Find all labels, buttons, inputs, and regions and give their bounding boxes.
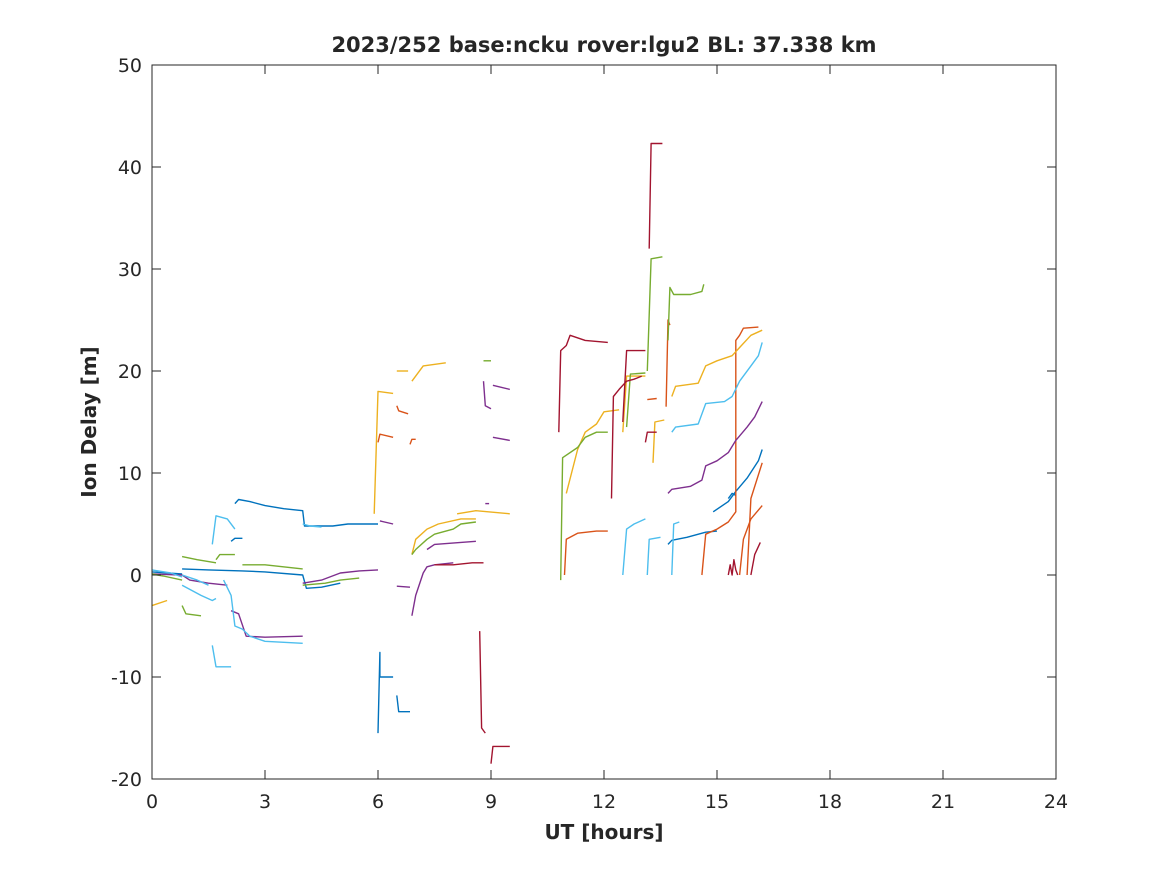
series-segment xyxy=(671,329,763,397)
ticks-layer: 0 3 6 9 12 15 18 21 24 -20 -10 0 10 20 30 40 50 xyxy=(111,55,1068,813)
y-tick-label: 0 xyxy=(130,565,142,587)
series-segment xyxy=(242,564,303,570)
series-segment xyxy=(411,521,476,556)
series-segment xyxy=(667,284,705,341)
series-segment xyxy=(490,745,510,764)
series-segment xyxy=(738,505,763,576)
y-axis-label: Ion Delay [m] xyxy=(77,346,101,497)
series-line xyxy=(377,319,763,576)
series-segment xyxy=(234,498,378,527)
series-line xyxy=(151,256,705,617)
series-segment xyxy=(409,438,416,445)
series-segment xyxy=(222,579,303,644)
series-segment xyxy=(727,559,739,576)
series-segment xyxy=(671,521,680,576)
x-tick-label: 21 xyxy=(931,791,955,813)
series-segment xyxy=(625,372,646,428)
series-segment xyxy=(230,610,303,638)
series-segment xyxy=(647,397,657,401)
series-segment xyxy=(652,419,665,463)
series-segment xyxy=(411,362,446,382)
series-segment xyxy=(373,390,394,514)
series-segment xyxy=(492,384,510,391)
series-segment xyxy=(181,574,209,586)
series-segment xyxy=(622,518,646,576)
series-segment xyxy=(565,409,620,494)
series-segment xyxy=(560,431,608,581)
series-segment xyxy=(211,515,236,545)
series-segment xyxy=(558,334,608,433)
x-tick-label: 15 xyxy=(705,791,729,813)
x-tick-label: 24 xyxy=(1044,791,1068,813)
series-segment xyxy=(701,326,759,576)
series-segment xyxy=(302,577,360,586)
series-segment xyxy=(181,584,217,602)
y-tick-label: -10 xyxy=(111,667,142,689)
series-segment xyxy=(479,631,486,734)
series-segment xyxy=(746,462,763,576)
x-tick-label: 9 xyxy=(485,791,497,813)
x-tick-label: 12 xyxy=(592,791,616,813)
y-tick-label: -20 xyxy=(111,769,142,791)
series-segment xyxy=(482,381,492,410)
series-segment xyxy=(667,401,763,494)
series-segment xyxy=(411,518,476,555)
plot-area xyxy=(152,65,1056,779)
series-segment xyxy=(151,573,228,586)
series-segment xyxy=(151,569,183,578)
series-segment xyxy=(396,585,411,588)
series-segment xyxy=(456,510,510,515)
series-line xyxy=(151,329,763,607)
series-segment xyxy=(211,645,232,668)
series-segment xyxy=(379,520,394,525)
x-axis-label: UT [hours] xyxy=(544,820,663,844)
series-segment xyxy=(181,555,217,564)
y-tick-label: 20 xyxy=(118,361,142,383)
series-segment xyxy=(377,651,394,734)
series-line xyxy=(434,142,761,764)
series-segment xyxy=(302,569,379,584)
y-tick-label: 40 xyxy=(118,157,142,179)
series-line xyxy=(151,381,763,638)
series-segment xyxy=(181,605,202,617)
series-segment xyxy=(215,553,235,561)
series-segment xyxy=(377,433,394,443)
series-segment xyxy=(396,405,409,415)
series-line xyxy=(151,342,763,668)
series-segment xyxy=(712,449,763,513)
series-segment xyxy=(610,375,642,499)
series-segment xyxy=(563,530,608,576)
series-layer xyxy=(151,142,763,764)
x-tick-label: 18 xyxy=(818,791,842,813)
series-segment xyxy=(622,349,646,423)
x-tick-label: 3 xyxy=(259,791,271,813)
plot-frame xyxy=(151,64,1057,780)
series-segment xyxy=(750,542,761,576)
series-segment xyxy=(230,537,243,542)
series-segment xyxy=(426,540,476,551)
series-segment xyxy=(644,431,657,443)
x-tick-label: 0 xyxy=(146,791,158,813)
series-segment xyxy=(646,536,661,576)
x-tick-label: 6 xyxy=(372,791,384,813)
y-tick-label: 30 xyxy=(118,259,142,281)
series-segment xyxy=(622,375,646,433)
series-segment xyxy=(396,695,410,713)
series-segment xyxy=(151,599,168,607)
series-segment xyxy=(646,256,663,372)
series-segment xyxy=(727,492,737,499)
chart-title: 2023/252 base:ncku rover:lgu2 BL: 37.338… xyxy=(331,33,876,57)
series-segment xyxy=(434,562,484,566)
series-segment xyxy=(671,342,763,433)
series-segment xyxy=(648,142,663,249)
series-segment xyxy=(182,568,341,589)
series-segment xyxy=(492,436,510,442)
y-tick-label: 10 xyxy=(118,463,142,485)
y-tick-label: 50 xyxy=(118,55,142,77)
series-segment xyxy=(302,523,322,528)
